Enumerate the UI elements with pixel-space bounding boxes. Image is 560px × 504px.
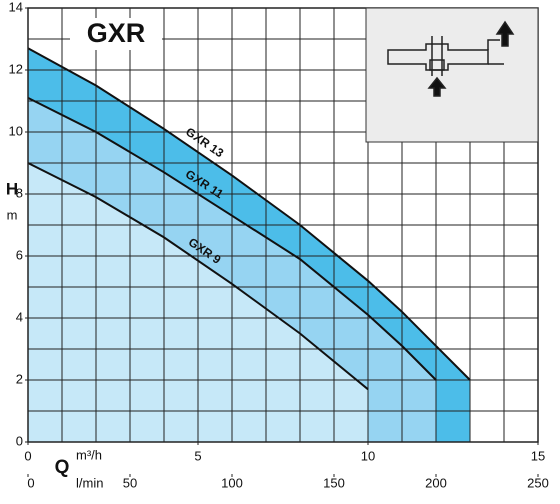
plot-border: [27, 7, 539, 443]
y-tick-label: 12: [9, 61, 23, 76]
y-tick-label: 8: [16, 185, 23, 200]
series-line: [27, 97, 437, 381]
x2-tick-label: 150: [323, 475, 345, 490]
chart-title: GXR: [87, 18, 146, 48]
y-tick-label: 10: [9, 123, 23, 138]
x-tick-label: 0: [24, 448, 31, 463]
title-box: [70, 18, 162, 50]
x2-tick-label: 100: [221, 475, 243, 490]
y-tick-label: 0: [16, 433, 23, 448]
x2-axis-unit: l/min: [76, 475, 103, 490]
x-axis-label: Q: [55, 457, 70, 478]
y-axis-label: H: [6, 179, 18, 198]
x-tick-label: 15: [531, 448, 545, 463]
pump-diagram: [387, 20, 515, 97]
y-tick-label: 2: [16, 371, 23, 386]
x2-tick-label: 250: [527, 475, 549, 490]
x2-tick-label: 50: [123, 475, 137, 490]
y-axis-unit: m: [7, 207, 18, 222]
y-tick-label: 6: [16, 247, 23, 262]
x-axis-unit: m³/h: [76, 447, 102, 462]
x2-tick-label: 200: [425, 475, 447, 490]
series-line: [27, 47, 471, 381]
x-tick-label: 10: [361, 448, 375, 463]
x2-tick-label: 0: [27, 475, 34, 490]
y-tick-label: 4: [16, 309, 23, 324]
x-tick-label: 5: [194, 448, 201, 463]
y-tick-label: 14: [9, 0, 23, 14]
inset: [365, 7, 539, 143]
series-line: [27, 162, 369, 391]
